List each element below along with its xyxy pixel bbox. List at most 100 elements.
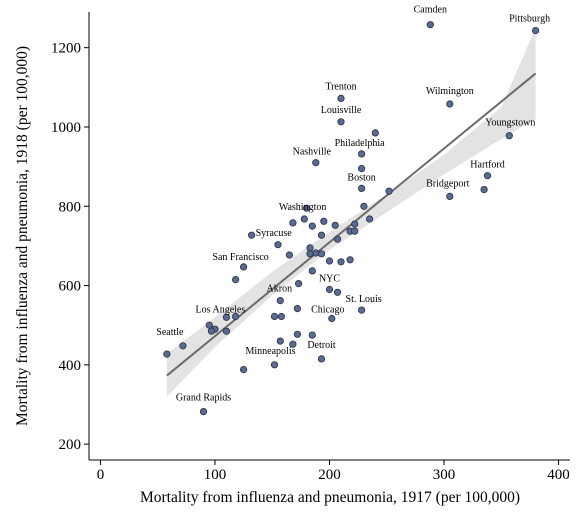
point-label: Trenton bbox=[325, 81, 356, 92]
data-point bbox=[312, 159, 320, 167]
data-point bbox=[276, 296, 284, 305]
point-label: Pittsburgh bbox=[509, 14, 550, 25]
data-point bbox=[289, 219, 297, 227]
data-point bbox=[285, 251, 293, 259]
data-point bbox=[317, 250, 326, 258]
point-label: Louisville bbox=[321, 105, 362, 116]
point-label: Akron bbox=[267, 284, 293, 295]
data-point bbox=[302, 204, 311, 212]
data-point bbox=[232, 312, 240, 321]
point-label: Bridgeport bbox=[426, 178, 470, 189]
data-point bbox=[357, 165, 366, 173]
point-label: St. Louis bbox=[346, 294, 382, 305]
data-point bbox=[306, 250, 314, 258]
point-label: Grand Rapids bbox=[176, 393, 231, 404]
data-point bbox=[300, 215, 308, 223]
x-tick-label: 0 bbox=[97, 467, 105, 483]
data-point bbox=[289, 340, 297, 348]
data-point bbox=[337, 118, 345, 126]
data-point bbox=[306, 244, 314, 252]
data-point bbox=[483, 172, 492, 180]
data-point bbox=[346, 256, 354, 264]
x-tick-label: 300 bbox=[433, 467, 456, 483]
data-point bbox=[385, 187, 393, 195]
point-label: Washington bbox=[279, 202, 327, 213]
data-point bbox=[351, 220, 359, 228]
point-labels-layer: Camden Pittsburgh Trenton Wilmington Louisvi… bbox=[156, 5, 550, 404]
data-point bbox=[274, 241, 282, 249]
data-point bbox=[270, 312, 279, 321]
x-ticks: 0 100 200 300 400 bbox=[97, 460, 570, 483]
data-point bbox=[351, 227, 359, 235]
data-point bbox=[325, 257, 334, 265]
data-point bbox=[357, 184, 366, 192]
data-point bbox=[276, 337, 284, 345]
y-tick-label: 1200 bbox=[51, 41, 81, 57]
data-point bbox=[446, 100, 454, 108]
point-label: Youngstown bbox=[485, 118, 535, 129]
data-point bbox=[293, 304, 301, 313]
x-tick-label: 100 bbox=[204, 467, 227, 483]
data-point bbox=[308, 267, 316, 275]
data-point bbox=[232, 275, 240, 284]
confidence-band-layer bbox=[166, 27, 536, 397]
data-point bbox=[222, 313, 230, 321]
point-label: NYC bbox=[319, 274, 340, 285]
data-point bbox=[337, 258, 345, 266]
data-point bbox=[446, 192, 454, 200]
point-label: Camden bbox=[414, 5, 447, 16]
data-point bbox=[163, 350, 171, 358]
data-point bbox=[325, 285, 334, 294]
data-point bbox=[294, 279, 303, 288]
point-label: Minneapolis bbox=[246, 346, 296, 357]
data-point bbox=[320, 217, 328, 225]
data-point bbox=[277, 312, 285, 321]
data-point bbox=[308, 222, 316, 230]
data-point bbox=[505, 132, 513, 140]
y-tick-label: 200 bbox=[59, 437, 82, 453]
data-point bbox=[199, 407, 208, 416]
point-label: Los Angeles bbox=[196, 304, 246, 315]
y-tick-label: 1000 bbox=[51, 120, 81, 136]
x-tick-label: 400 bbox=[547, 467, 570, 483]
data-point bbox=[357, 306, 366, 314]
y-axis-title: Mortality from influenza and pneumonia, … bbox=[14, 46, 31, 426]
data-point bbox=[308, 331, 316, 339]
data-point bbox=[179, 342, 187, 350]
point-label: Chicago bbox=[311, 305, 344, 316]
data-point bbox=[270, 361, 279, 369]
data-point bbox=[480, 186, 488, 194]
point-label: San Francisco bbox=[212, 252, 268, 263]
data-point bbox=[360, 202, 368, 210]
data-point bbox=[317, 355, 326, 363]
data-point bbox=[365, 215, 374, 223]
data-point bbox=[333, 288, 342, 296]
data-point bbox=[357, 150, 366, 158]
x-tick-label: 200 bbox=[318, 467, 341, 483]
point-label: Nashville bbox=[293, 147, 332, 158]
data-point bbox=[317, 231, 326, 239]
data-point bbox=[426, 21, 434, 29]
data-point bbox=[331, 221, 339, 229]
x-axis-title: Mortality from influenza and pneumonia, … bbox=[140, 489, 520, 506]
data-point bbox=[531, 26, 540, 35]
point-label: Hartford bbox=[470, 160, 504, 171]
data-point bbox=[293, 330, 301, 338]
point-label: Philadelphia bbox=[335, 138, 386, 149]
y-tick-label: 400 bbox=[59, 358, 82, 374]
data-point bbox=[207, 327, 216, 335]
point-label: Syracuse bbox=[256, 228, 293, 239]
data-point bbox=[240, 365, 248, 374]
data-point bbox=[337, 94, 345, 103]
y-tick-label: 800 bbox=[59, 199, 82, 215]
point-label: Wilmington bbox=[426, 86, 474, 97]
y-ticks: 200 400 600 800 1000 1200 bbox=[51, 41, 89, 453]
point-label: Seattle bbox=[156, 327, 184, 338]
confidence-band bbox=[166, 27, 536, 397]
data-point bbox=[333, 235, 342, 243]
points-layer bbox=[163, 21, 540, 416]
data-point bbox=[371, 129, 379, 137]
data-point bbox=[222, 327, 230, 335]
data-point bbox=[205, 321, 213, 329]
